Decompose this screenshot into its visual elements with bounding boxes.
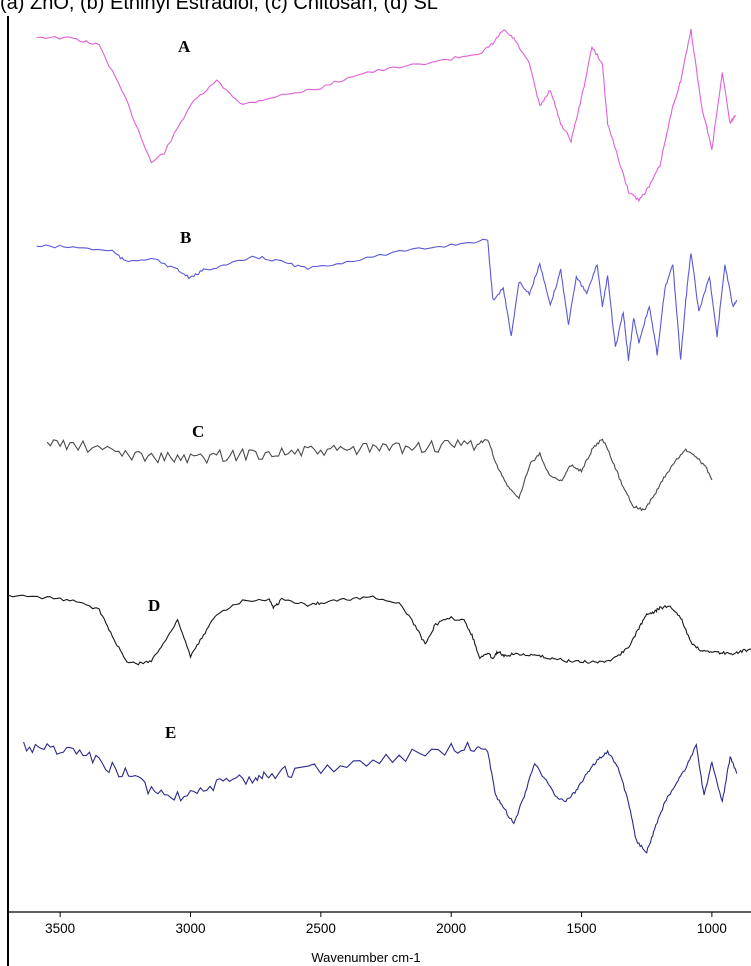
x-tick-label: 3500 [45, 921, 75, 936]
spectrum-label-b: B [180, 228, 191, 247]
spectrum-label-e: E [165, 723, 176, 742]
figure-caption: (a) ZnO, (b) Ethinyl Estradiol, (c) Chit… [0, 0, 438, 14]
spectrum-label-d: D [148, 596, 160, 615]
spectrum-line-b [36, 238, 738, 361]
x-tick-label: 2000 [436, 921, 466, 936]
x-tick-label: 3000 [175, 921, 205, 936]
spectrum-line-e [23, 740, 738, 854]
spectrum-line-d [7, 594, 751, 666]
spectrum-label-a: A [178, 37, 191, 56]
x-tick-label: 2500 [306, 921, 336, 936]
x-tick-label: 1500 [567, 921, 597, 936]
x-tick-label: 1000 [697, 921, 727, 936]
x-axis-title: Wavenumber cm-1 [311, 950, 420, 965]
spectrum-label-c: C [192, 422, 204, 441]
spectrum-line-c [46, 438, 713, 512]
spectrum-line-a [36, 28, 736, 203]
